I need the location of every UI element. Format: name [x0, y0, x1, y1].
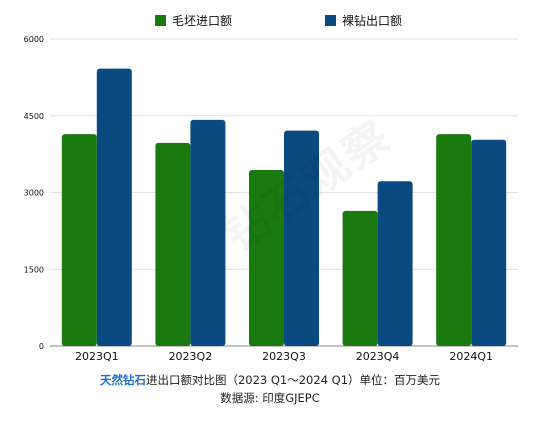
bar	[155, 142, 191, 346]
chart-source: 数据源: 印度GJEPC	[220, 391, 320, 405]
legend: 毛坯进口额 裸钻出口额	[155, 13, 402, 28]
caption-brand: 天然钻石	[99, 373, 146, 387]
legend-label: 裸钻出口额	[342, 13, 402, 28]
y-tick-label: 0	[39, 342, 44, 351]
legend-swatch	[155, 15, 166, 26]
bar	[96, 68, 132, 346]
y-tick-label: 1500	[24, 265, 44, 274]
bar	[190, 119, 226, 347]
x-axis-categories: 2023Q1 2023Q2 2023Q3 2023Q4 2024Q1	[75, 350, 493, 363]
x-category-label: 2023Q3	[262, 350, 306, 363]
bars	[61, 68, 507, 347]
bar	[342, 210, 378, 346]
bar	[284, 130, 319, 346]
y-tick-label: 3000	[24, 189, 44, 198]
legend-label: 毛坯进口额	[172, 14, 232, 28]
chart-caption: 天然钻石进出口额对比图（2023 Q1～2024 Q1）单位：百万美元	[0, 372, 540, 388]
x-category-label: 2024Q1	[449, 350, 493, 363]
caption-text: 进出口额对比图（2023 Q1～2024 Q1）单位：百万美元	[145, 373, 441, 387]
x-category-label: 2023Q2	[169, 350, 213, 363]
y-tick-label: 6000	[24, 35, 44, 44]
bar	[471, 139, 507, 346]
y-axis-ticks: 0 1500 3000 4500 6000	[24, 35, 44, 351]
x-category-label: 2023Q1	[75, 350, 119, 363]
bar	[436, 134, 472, 346]
legend-swatch	[325, 15, 336, 26]
x-category-label: 2023Q4	[356, 350, 400, 363]
y-tick-label: 4500	[24, 112, 44, 121]
bar	[249, 169, 284, 346]
bar	[61, 134, 97, 346]
bar	[377, 181, 413, 346]
